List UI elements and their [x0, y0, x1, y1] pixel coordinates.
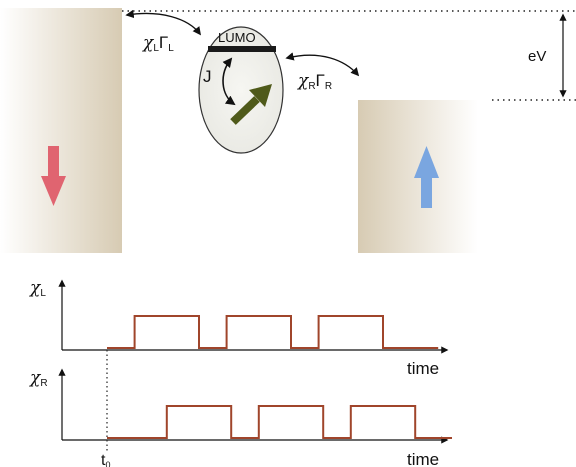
left-coupling-arrow	[125, 9, 202, 36]
exchange-label: J	[203, 67, 212, 86]
lumo-level-bar	[208, 46, 276, 52]
left-lead-spin-down-arrow	[41, 146, 66, 206]
molecule-spin-arrow	[230, 84, 272, 125]
timeline-left-axis-label: time	[407, 359, 439, 378]
timeline-right-axis-label: time	[407, 450, 439, 467]
right-coupling-label: χRΓR	[297, 71, 332, 92]
timeline-right: χR time	[29, 368, 452, 467]
t0-label: t0	[101, 452, 110, 467]
molecule-ellipse	[198, 26, 284, 154]
timeline-right-pulse-train	[107, 405, 452, 439]
exchange-arrow	[222, 57, 236, 106]
timeline-left: χL time	[29, 278, 449, 378]
left-coupling-label: χLΓL	[142, 33, 174, 54]
right-coupling-arrow	[285, 52, 360, 77]
left-lead	[0, 8, 122, 253]
timeline-right-label: χR	[29, 368, 48, 389]
right-lead-spin-up-arrow	[414, 146, 439, 208]
bias-label: eV	[528, 48, 546, 65]
timeline-left-pulse-train	[107, 315, 439, 349]
lumo-label: LUMO	[218, 30, 256, 45]
timeline-left-label: χL	[29, 278, 46, 299]
